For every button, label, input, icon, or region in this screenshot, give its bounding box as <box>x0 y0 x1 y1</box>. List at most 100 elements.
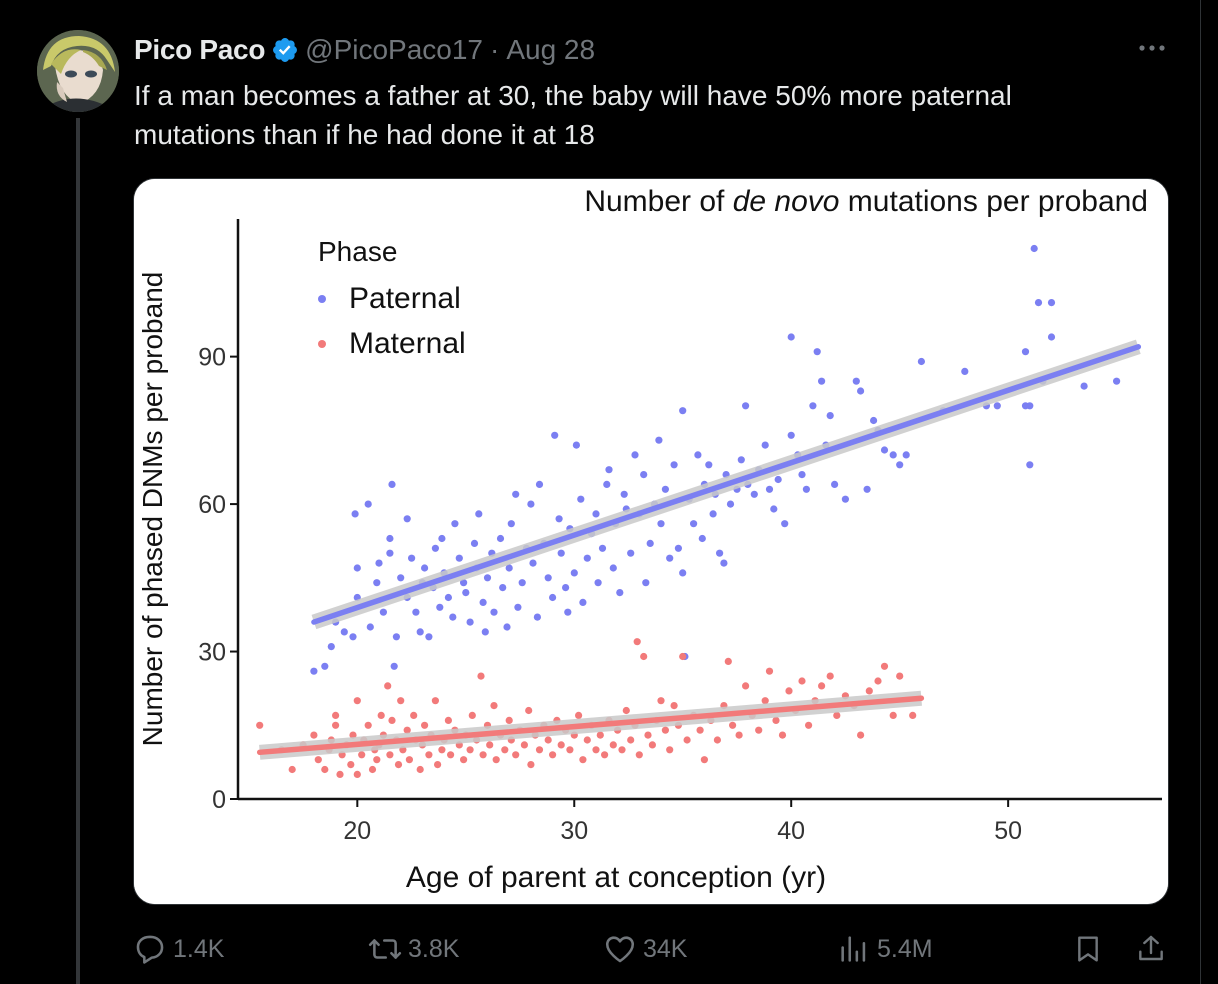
legend-maternal-marker <box>318 340 326 348</box>
tweet-text: If a man becomes a father at 30, the bab… <box>134 76 1164 154</box>
reply-button[interactable]: 1.4K <box>133 925 224 973</box>
paternal-data-point <box>421 564 429 572</box>
paternal-data-point <box>483 574 492 582</box>
maternal-data-point <box>368 765 377 774</box>
tweet-text-line: mutations than if he had done it at 18 <box>134 119 595 150</box>
chart-legend: Phase Paternal Maternal <box>318 236 466 360</box>
chart-title-pre: Number of <box>584 185 732 218</box>
paternal-data-point <box>592 510 600 518</box>
author-name[interactable]: Pico Paco <box>134 34 266 65</box>
maternal-data-point <box>544 736 552 744</box>
paternal-data-point <box>436 603 444 611</box>
maternal-data-point <box>742 682 750 690</box>
paternal-data-point <box>475 510 483 518</box>
paternal-data-point <box>726 500 735 508</box>
maternal-data-point <box>288 765 296 774</box>
maternal-data-point <box>477 672 485 680</box>
maternal-data-point <box>896 672 904 680</box>
like-count: 34K <box>643 934 688 963</box>
scatter-chart: Number of de novo mutations per proband … <box>134 179 1168 904</box>
x-tick-label: 30 <box>560 817 588 845</box>
legend-title: Phase <box>318 236 397 267</box>
paternal-data-point <box>798 471 806 479</box>
maternal-data-point <box>490 702 498 710</box>
maternal-data-point <box>635 751 643 759</box>
paternal-data-point <box>1080 382 1088 390</box>
maternal-data-point <box>909 711 917 720</box>
maternal-data-point <box>349 731 357 739</box>
paternal-data-point <box>809 402 817 410</box>
share-icon <box>1139 935 1163 961</box>
bookmark-button[interactable] <box>1072 925 1110 973</box>
verified-badge-icon[interactable] <box>271 36 299 64</box>
paternal-data-point <box>813 348 821 356</box>
paternal-data-point <box>880 446 889 454</box>
paternal-data-point <box>674 544 683 552</box>
maternal-data-point <box>438 746 446 754</box>
maternal-data-point <box>388 716 396 725</box>
maternal-data-point <box>805 721 813 729</box>
paternal-data-point <box>616 589 624 597</box>
paternal-data-point <box>503 623 511 631</box>
paternal-data-point <box>826 412 834 420</box>
paternal-data-point <box>533 613 541 621</box>
legend-maternal-label: Maternal <box>349 327 466 360</box>
maternal-data-point <box>755 726 763 734</box>
paternal-data-point <box>449 613 457 621</box>
maternal-data-point <box>505 716 513 725</box>
y-tick-label: 30 <box>198 639 226 667</box>
maternal-data-point <box>479 751 487 759</box>
paternal-data-point <box>661 485 670 493</box>
paternal-data-point <box>1047 333 1056 341</box>
paternal-data-point <box>896 461 904 469</box>
paternal-data-point <box>657 520 665 528</box>
x-tick-label: 40 <box>777 817 805 845</box>
y-tick-label: 90 <box>198 344 226 372</box>
maternal-data-point <box>622 706 630 715</box>
maternal-data-point <box>661 726 670 734</box>
paternal-data-point <box>716 549 724 557</box>
paternal-data-point <box>466 618 474 626</box>
paternal-data-point <box>499 584 507 592</box>
avatar[interactable] <box>37 30 119 112</box>
views-icon <box>841 936 866 962</box>
paternal-data-point <box>709 510 717 518</box>
maternal-data-point <box>785 687 793 695</box>
maternal-data-point <box>394 761 403 769</box>
paternal-data-point <box>774 475 782 484</box>
paternal-data-point <box>902 451 910 459</box>
maternal-data-point <box>447 751 455 759</box>
maternal-data-point <box>512 751 520 759</box>
maternal-data-point <box>833 711 841 720</box>
paternal-data-point <box>451 520 459 528</box>
author-handle[interactable]: @PicoPaco17 <box>305 34 483 65</box>
retweet-button[interactable]: 3.8K <box>368 925 459 973</box>
paternal-data-point <box>765 485 774 493</box>
maternal-data-point <box>765 667 774 675</box>
like-button[interactable]: 34K <box>603 925 687 973</box>
paternal-data-point <box>327 643 335 651</box>
maternal-data-point <box>431 697 439 705</box>
more-options-icon[interactable] <box>1136 36 1168 60</box>
maternal-data-point <box>670 702 678 710</box>
chart-title-italic: de novo <box>733 185 840 218</box>
paternal-data-point <box>705 461 713 469</box>
views-button[interactable]: 5.4M <box>837 925 933 973</box>
paternal-data-point <box>366 623 374 631</box>
tweet-date[interactable]: Aug 28 <box>506 34 596 65</box>
share-button[interactable] <box>1135 925 1173 973</box>
maternal-data-point <box>666 746 674 754</box>
x-tick-label: 50 <box>994 817 1022 845</box>
paternal-data-point <box>598 544 607 552</box>
tweet-header: Pico Paco @PicoPaco17 · Aug 28 <box>134 30 595 70</box>
tweet-media-image[interactable]: Number of de novo mutations per proband … <box>133 178 1169 905</box>
paternal-data-point <box>679 407 687 415</box>
maternal-data-point <box>468 711 476 720</box>
paternal-trend-line <box>311 344 1142 625</box>
paternal-data-point <box>631 451 639 459</box>
paternal-data-point <box>397 574 405 582</box>
maternal-data-point <box>535 746 544 754</box>
paternal-data-point <box>340 628 348 636</box>
maternal-data-point <box>657 697 665 705</box>
paternal-data-point <box>831 480 839 488</box>
